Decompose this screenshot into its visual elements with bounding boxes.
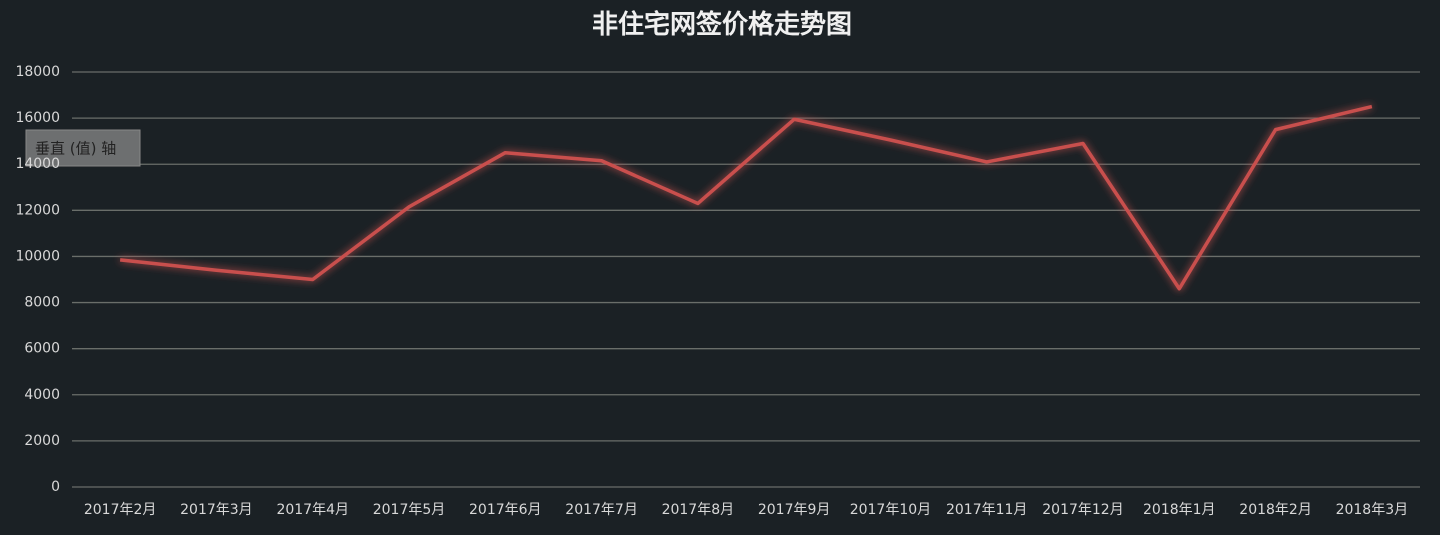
- y-tick-label: 18000: [15, 64, 60, 80]
- x-tick-label: 2018年1月: [1143, 502, 1216, 518]
- y-tick-label: 6000: [24, 341, 60, 357]
- y-tick-label: 12000: [15, 202, 60, 218]
- y-tick-label: 2000: [24, 433, 60, 449]
- x-tick-label: 2017年5月: [373, 502, 446, 518]
- y-tick-label: 16000: [15, 110, 60, 126]
- line: [119, 104, 1373, 291]
- y-tick-label: 14000: [15, 156, 60, 172]
- x-tick-label: 2017年11月: [946, 502, 1027, 518]
- x-tick-label: 2018年3月: [1336, 502, 1409, 518]
- x-tick-label: 2017年2月: [84, 502, 157, 518]
- x-tick-label: 2017年7月: [565, 502, 638, 518]
- y-tick-label: 8000: [24, 295, 60, 311]
- y-tick-label: 0: [51, 479, 60, 495]
- x-tick-label: 2017年8月: [662, 502, 735, 518]
- x-tick-label: 2017年10月: [850, 502, 931, 518]
- x-tick-label: 2017年9月: [758, 502, 831, 518]
- x-tick-label: 2017年3月: [180, 502, 253, 518]
- x-tick-label: 2017年6月: [469, 502, 542, 518]
- x-tick-label: 2017年4月: [276, 502, 349, 518]
- x-tick-label: 2017年12月: [1042, 502, 1123, 518]
- y-tick-label: 4000: [24, 387, 60, 403]
- tooltip-box: [25, 129, 141, 167]
- tooltip: 垂直 (值) 轴: [35, 140, 116, 158]
- chart-title: 非住宅网签价格走势图: [592, 9, 852, 40]
- x-tick-label: 2018年2月: [1239, 502, 1312, 518]
- y-tick-label: 10000: [15, 248, 60, 264]
